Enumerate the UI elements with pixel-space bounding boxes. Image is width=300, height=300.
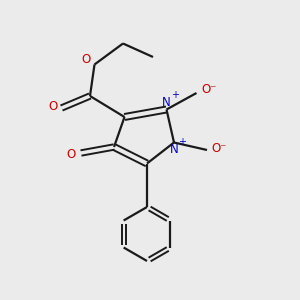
Text: O: O (67, 148, 76, 161)
Text: O⁻: O⁻ (212, 142, 227, 155)
Text: +: + (178, 137, 186, 147)
Text: O: O (81, 52, 90, 66)
Text: N: N (162, 96, 171, 110)
Text: +: + (171, 90, 179, 100)
Text: O⁻: O⁻ (201, 83, 217, 96)
Text: N: N (169, 142, 178, 156)
Text: O: O (49, 100, 58, 113)
